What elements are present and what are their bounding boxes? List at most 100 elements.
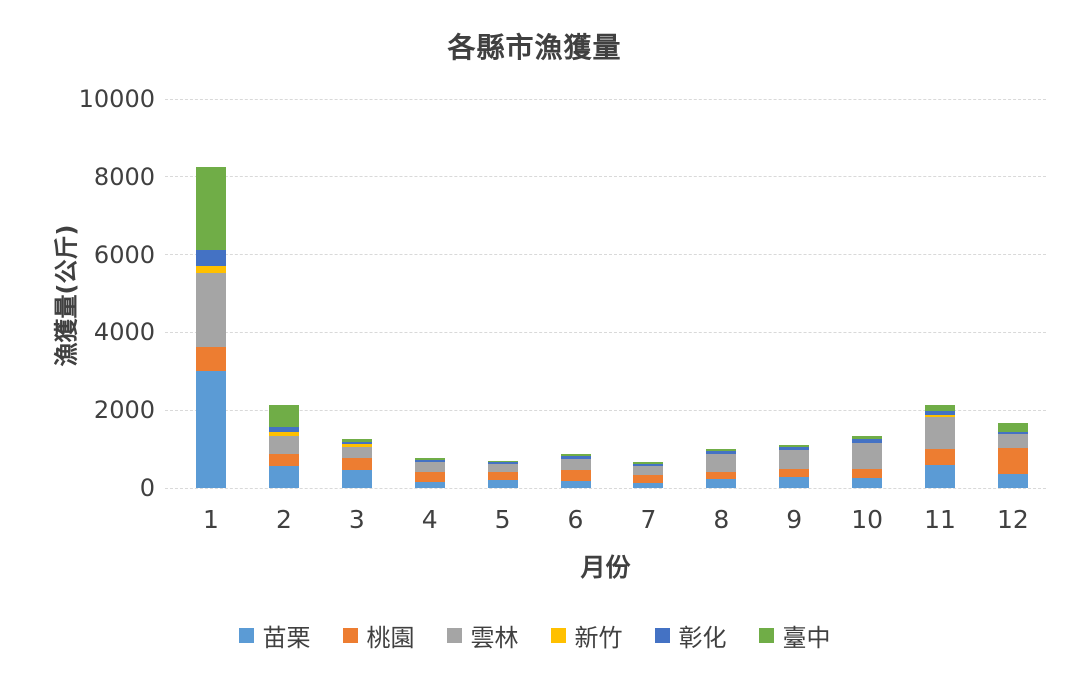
bar-segment xyxy=(560,455,591,460)
bar-segment xyxy=(997,448,1028,474)
bar-segment xyxy=(633,463,664,467)
gridline xyxy=(165,409,1046,411)
x-axis-tick-label: 12 xyxy=(996,505,1029,534)
bar-segment xyxy=(341,458,372,470)
bar-segment xyxy=(414,471,445,483)
bar-segment xyxy=(706,453,737,473)
bar-segment xyxy=(925,465,955,488)
y-axis-tick-label: 10000 xyxy=(78,85,155,113)
bar-segment xyxy=(779,444,810,447)
bar-month-2 xyxy=(268,99,299,488)
bar-segment xyxy=(633,474,664,483)
bar-segment xyxy=(706,448,737,452)
bar-month-12 xyxy=(997,99,1028,488)
bar-segment xyxy=(196,167,226,250)
x-axis-tick-label: 2 xyxy=(275,505,292,534)
gridline xyxy=(165,176,1046,178)
y-axis-tick-label: 8000 xyxy=(93,162,155,191)
bar-segment xyxy=(268,432,299,436)
y-axis-tick-label: 6000 xyxy=(93,240,155,269)
x-axis-title: 月份 xyxy=(580,553,631,582)
y-axis-title: 漁獲量(公斤) xyxy=(52,224,81,367)
legend-item: 臺中 xyxy=(758,618,831,653)
bar-segment xyxy=(925,404,955,411)
legend-label: 新竹 xyxy=(574,624,623,652)
gridline xyxy=(165,487,1046,489)
bar-segment xyxy=(852,478,883,488)
bar-segment xyxy=(196,371,226,488)
x-axis-tick-label: 9 xyxy=(786,505,803,534)
legend-swatch-icon xyxy=(446,628,462,643)
bar-month-3 xyxy=(341,99,372,488)
bar-segment xyxy=(268,435,299,454)
bar-segment xyxy=(341,469,372,488)
legend-label: 臺中 xyxy=(782,624,831,652)
legend-label: 雲林 xyxy=(470,624,519,652)
y-axis-tick-label: 2000 xyxy=(93,396,155,425)
bar-segment xyxy=(779,446,810,450)
bar-segment xyxy=(560,469,591,481)
bar-segment xyxy=(196,249,226,266)
plot-area xyxy=(165,98,1046,489)
bar-segment xyxy=(487,479,518,488)
x-axis-tick-label: 7 xyxy=(640,505,657,534)
gridline xyxy=(165,254,1046,256)
bar-segment xyxy=(925,449,955,466)
bar-month-4 xyxy=(414,99,445,488)
y-axis-tick-label: 0 xyxy=(139,474,155,502)
bar-segment xyxy=(414,457,445,460)
bar-segment xyxy=(341,447,372,459)
bar-segment xyxy=(414,462,445,472)
bar-segment xyxy=(852,435,883,440)
bar-segment xyxy=(268,426,299,433)
bar-month-5 xyxy=(487,99,518,488)
bar-segment xyxy=(633,482,664,488)
bar-segment xyxy=(487,460,518,463)
x-axis-tick-label: 1 xyxy=(203,505,219,534)
legend-item: 苗栗 xyxy=(238,618,311,653)
bar-segment xyxy=(852,442,883,469)
legend-label: 桃園 xyxy=(366,624,415,652)
bar-segment xyxy=(487,462,518,465)
bar-segment xyxy=(341,438,372,442)
x-axis-tick-label: 11 xyxy=(924,505,956,534)
x-axis-tick-label: 10 xyxy=(851,505,883,534)
bar-segment xyxy=(633,466,664,475)
legend-label: 苗栗 xyxy=(262,624,311,652)
legend: 苗栗 桃園 雲林 新竹 彰化 臺中 xyxy=(0,618,1069,653)
legend-label: 彰化 xyxy=(678,624,727,652)
gridline xyxy=(165,98,1046,100)
bar-segment xyxy=(706,472,737,480)
bar-month-6 xyxy=(560,99,591,488)
legend-item: 雲林 xyxy=(446,618,519,653)
bar-segment xyxy=(633,461,664,464)
bar-segment xyxy=(268,466,299,488)
bar-segment xyxy=(341,444,372,448)
bar-segment xyxy=(706,479,737,488)
bar-segment xyxy=(560,480,591,488)
bar-segment xyxy=(487,464,518,473)
bar-segment xyxy=(852,439,883,443)
x-axis-tick-label: 6 xyxy=(567,505,584,534)
legend-swatch-icon xyxy=(550,628,566,643)
bar-segment xyxy=(997,473,1028,488)
bar-segment xyxy=(779,449,810,469)
bar-segment xyxy=(779,468,810,478)
chart-title: 各縣市漁獲量 xyxy=(447,31,622,64)
x-axis-tick-label: 5 xyxy=(494,505,511,534)
x-axis-tick-label: 8 xyxy=(713,505,730,534)
bar-segment xyxy=(196,273,226,348)
bar-segment xyxy=(997,432,1028,434)
bar-segment xyxy=(997,433,1028,449)
bar-segment xyxy=(997,422,1028,432)
bar-segment xyxy=(925,410,955,416)
bar-segment xyxy=(852,468,883,479)
bar-segment xyxy=(196,265,226,274)
bar-segment xyxy=(268,453,299,467)
bar-month-9 xyxy=(779,99,810,488)
y-axis-tick-label: 4000 xyxy=(93,318,155,347)
bar-segment xyxy=(706,451,737,454)
bar-segment xyxy=(560,459,591,470)
bar-segment xyxy=(341,441,372,445)
